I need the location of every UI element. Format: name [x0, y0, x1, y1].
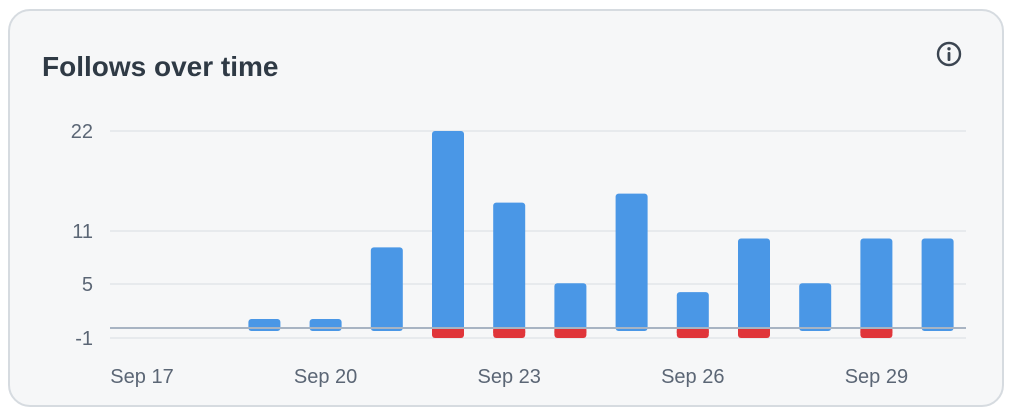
bar-follows-gained	[676, 292, 709, 331]
bar-follows-lost-top	[432, 328, 464, 333]
bar-follows-gained	[309, 319, 342, 331]
bar-follows-gained	[921, 238, 954, 331]
x-tick-label: Sep 17	[110, 366, 173, 388]
bar-follows-lost-top	[554, 328, 587, 333]
bar-follows-gained	[799, 283, 832, 331]
x-tick-label: Sep 29	[845, 366, 908, 388]
y-tick-label: 22	[71, 121, 93, 143]
bar-follows-lost-top	[738, 328, 770, 333]
bar-follows-gained	[615, 193, 648, 331]
bar-follows-gained	[432, 131, 464, 331]
y-tick-label: 11	[72, 221, 93, 243]
y-tick-label: -1	[75, 328, 93, 350]
bar-follows-gained	[248, 319, 281, 331]
x-tick-label: Sep 23	[478, 366, 541, 388]
info-icon[interactable]	[935, 40, 963, 68]
bar-follows-gained	[860, 238, 893, 331]
bar-follows-gained	[554, 283, 587, 331]
bar-follows-lost-top	[493, 328, 526, 333]
bar-follows-lost-top	[860, 328, 893, 333]
x-tick-label: Sep 26	[661, 366, 724, 388]
card-title: Follows over time	[42, 51, 279, 82]
y-tick-label: 5	[82, 274, 93, 296]
bar-follows-gained	[493, 202, 526, 331]
bar-follows-lost-top	[676, 328, 709, 333]
x-axis-ticks: Sep 17 Sep 20 Sep 23 Sep 26 Sep 29	[110, 366, 908, 388]
y-axis-ticks: -1 5 11 22	[71, 121, 93, 350]
bar-follows-gained	[738, 238, 770, 331]
grid-lines	[110, 130, 966, 339]
bars	[248, 131, 954, 338]
bar-follows-gained	[370, 247, 403, 331]
x-tick-label: Sep 20	[294, 366, 357, 388]
